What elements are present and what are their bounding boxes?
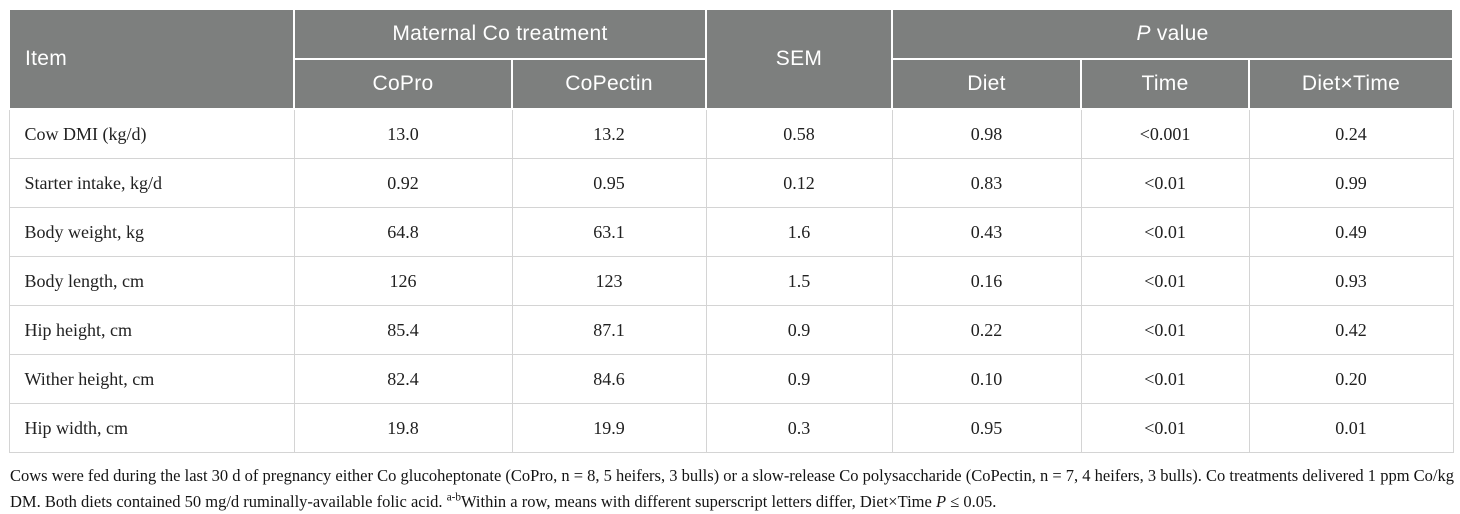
cell-sem: 0.9 <box>705 305 893 355</box>
cell-copectin: 87.1 <box>511 305 707 355</box>
table-row: Body length, cm 126 123 1.5 0.16 <0.01 0… <box>8 256 1454 306</box>
col-header-copro: CoPro <box>293 58 513 110</box>
cell-p-diet: 0.43 <box>891 207 1082 257</box>
row-item-label: Hip height, cm <box>8 305 295 355</box>
cell-p-diet: 0.10 <box>891 354 1082 404</box>
table-row: Hip height, cm 85.4 87.1 0.9 0.22 <0.01 … <box>8 305 1454 355</box>
cell-sem: 0.9 <box>705 354 893 404</box>
cell-p-time: <0.01 <box>1080 207 1250 257</box>
cell-sem: 1.5 <box>705 256 893 306</box>
cell-p-diet: 0.16 <box>891 256 1082 306</box>
cell-p-time: <0.01 <box>1080 158 1250 208</box>
col-header-copectin: CoPectin <box>510 58 708 110</box>
cell-p-diet: 0.22 <box>891 305 1082 355</box>
col-group-p-value: P value <box>891 8 1455 60</box>
table-body: Cow DMI (kg/d) 13.0 13.2 0.58 0.98 <0.00… <box>8 108 1454 453</box>
cell-p-time: <0.01 <box>1080 305 1250 355</box>
cell-p-diet: 0.83 <box>891 158 1082 208</box>
cell-copectin: 19.9 <box>511 403 707 453</box>
footnote-superscript-ab: a-b <box>446 491 462 504</box>
cell-copectin: 63.1 <box>511 207 707 257</box>
cell-p-diet-x-time: 0.99 <box>1248 158 1454 208</box>
col-header-sem: SEM <box>705 8 894 110</box>
footnote-text-1: Cows were fed during the last 30 d of pr… <box>10 466 1454 511</box>
cell-copro: 85.4 <box>293 305 513 355</box>
cell-sem: 1.6 <box>705 207 893 257</box>
cell-p-diet: 0.95 <box>891 403 1082 453</box>
cell-p-diet-x-time: 0.42 <box>1248 305 1454 355</box>
row-item-label: Body length, cm <box>8 256 295 306</box>
col-header-time: Time <box>1080 58 1251 110</box>
col-header-diet: Diet <box>891 58 1083 110</box>
p-value-italic-p: P <box>1136 22 1151 45</box>
cell-sem: 0.12 <box>705 158 893 208</box>
table-row: Body weight, kg 64.8 63.1 1.6 0.43 <0.01… <box>8 207 1454 257</box>
row-item-label: Wither height, cm <box>8 354 295 404</box>
cell-p-time: <0.01 <box>1080 403 1250 453</box>
cell-copro: 64.8 <box>293 207 513 257</box>
cell-p-diet: 0.98 <box>891 108 1082 159</box>
cell-p-time: <0.001 <box>1080 108 1250 159</box>
table-header: Item Maternal Co treatment SEM P value C… <box>8 8 1455 110</box>
results-table: Item Maternal Co treatment SEM P value C… <box>8 8 1455 453</box>
footnote-italic-p: P <box>935 491 947 511</box>
table-row: Hip width, cm 19.8 19.9 0.3 0.95 <0.01 0… <box>8 403 1454 453</box>
cell-copro: 0.92 <box>293 158 513 208</box>
cell-copro: 19.8 <box>293 403 513 453</box>
col-header-diet-x-time: Diet×Time <box>1248 58 1455 110</box>
p-value-rest: value <box>1150 22 1209 45</box>
cell-p-time: <0.01 <box>1080 354 1250 404</box>
row-item-label: Body weight, kg <box>8 207 295 257</box>
footnote-text-2: Within a row, means with different super… <box>461 491 936 511</box>
footnote-text-3: ≤ 0.05. <box>946 491 997 511</box>
row-item-label: Hip width, cm <box>8 403 295 453</box>
cell-copectin: 0.95 <box>511 158 707 208</box>
cell-copectin: 123 <box>511 256 707 306</box>
cell-p-diet-x-time: 0.20 <box>1248 354 1454 404</box>
cell-sem: 0.58 <box>705 108 893 159</box>
col-header-item: Item <box>8 8 295 110</box>
cell-copro: 13.0 <box>293 108 513 159</box>
table-footnote: Cows were fed during the last 30 d of pr… <box>10 463 1454 514</box>
cell-sem: 0.3 <box>705 403 893 453</box>
cell-p-diet-x-time: 0.01 <box>1248 403 1454 453</box>
cell-p-diet-x-time: 0.24 <box>1248 108 1454 159</box>
col-group-maternal-co-treatment: Maternal Co treatment <box>292 8 708 60</box>
cell-p-diet-x-time: 0.93 <box>1248 256 1454 306</box>
cell-copectin: 13.2 <box>511 108 707 159</box>
table-row: Cow DMI (kg/d) 13.0 13.2 0.58 0.98 <0.00… <box>8 108 1454 159</box>
row-item-label: Starter intake, kg/d <box>8 158 295 208</box>
cell-p-diet-x-time: 0.49 <box>1248 207 1454 257</box>
cell-copro: 126 <box>293 256 513 306</box>
table-row: Wither height, cm 82.4 84.6 0.9 0.10 <0.… <box>8 354 1454 404</box>
table-row: Starter intake, kg/d 0.92 0.95 0.12 0.83… <box>8 158 1454 208</box>
cell-p-time: <0.01 <box>1080 256 1250 306</box>
row-item-label: Cow DMI (kg/d) <box>8 108 295 159</box>
cell-copro: 82.4 <box>293 354 513 404</box>
cell-copectin: 84.6 <box>511 354 707 404</box>
